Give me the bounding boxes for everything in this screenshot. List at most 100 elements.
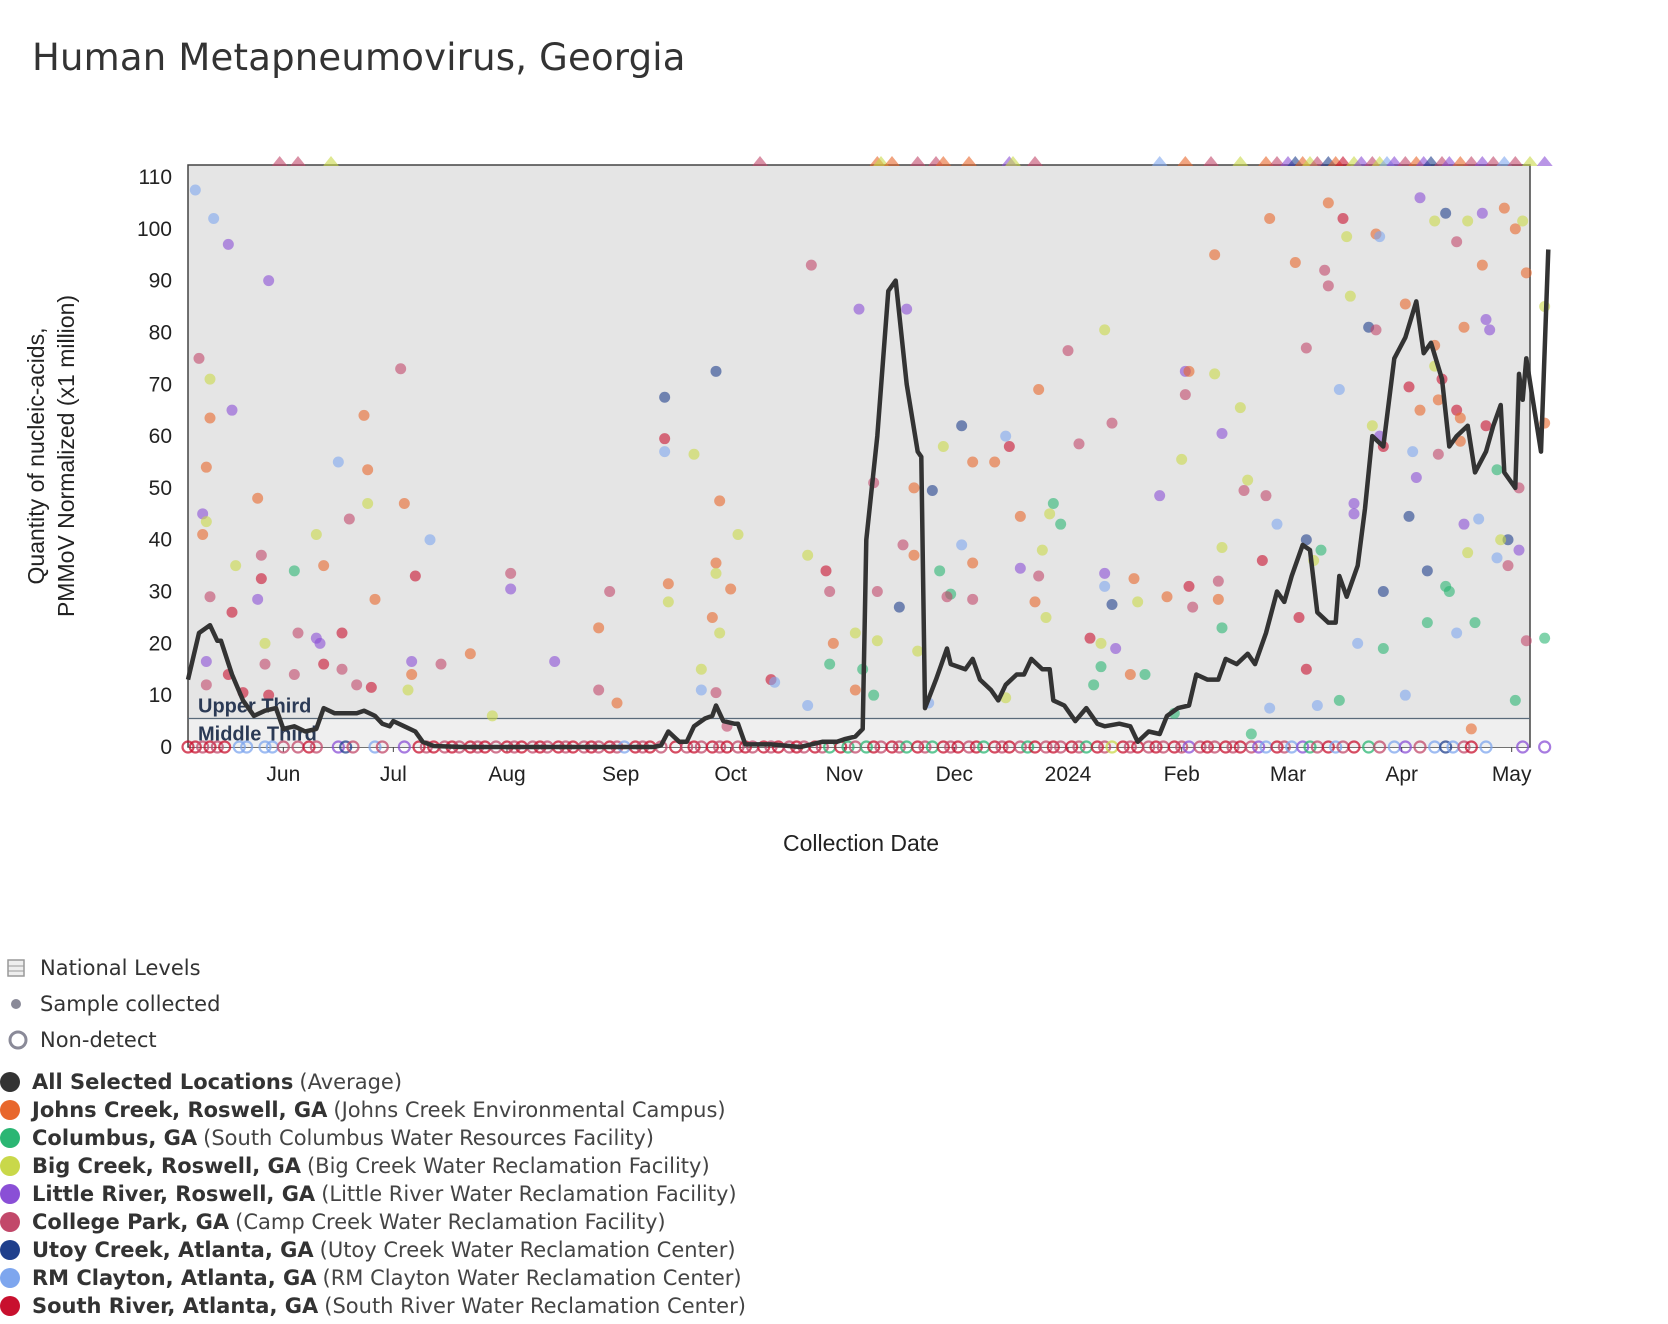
sample-point[interactable]: [1458, 321, 1470, 333]
sample-point[interactable]: [369, 593, 381, 605]
above-range-marker[interactable]: [1269, 156, 1285, 166]
sample-point[interactable]: [1337, 212, 1349, 224]
sample-point[interactable]: [1245, 728, 1257, 740]
sample-point[interactable]: [1062, 345, 1074, 357]
non-detect-point[interactable]: [936, 740, 950, 754]
sample-point[interactable]: [204, 591, 216, 603]
non-detect-point[interactable]: [1270, 740, 1284, 754]
sample-point[interactable]: [1183, 365, 1195, 377]
non-detect-point[interactable]: [1046, 740, 1060, 754]
sample-point[interactable]: [662, 578, 674, 590]
sample-point[interactable]: [710, 365, 722, 377]
non-detect-point[interactable]: [944, 740, 958, 754]
sample-point[interactable]: [1410, 472, 1422, 484]
sample-point[interactable]: [1128, 573, 1140, 585]
sample-point[interactable]: [941, 591, 953, 603]
non-detect-point[interactable]: [911, 740, 925, 754]
above-range-marker[interactable]: [1005, 156, 1021, 166]
sample-point[interactable]: [1517, 215, 1529, 227]
non-detect-point[interactable]: [240, 740, 254, 754]
sample-point[interactable]: [406, 656, 418, 667]
non-detect-point[interactable]: [397, 740, 411, 754]
sample-point[interactable]: [1044, 508, 1056, 520]
sample-point[interactable]: [314, 637, 326, 649]
above-range-marker[interactable]: [323, 156, 339, 166]
sample-point[interactable]: [1322, 280, 1334, 292]
sample-point[interactable]: [725, 583, 737, 595]
sample-point[interactable]: [710, 567, 722, 579]
legend-item-johns-creek[interactable]: Johns Creek, Roswell, GA (Johns Creek Env…: [0, 1096, 746, 1124]
sample-point[interactable]: [259, 637, 271, 649]
sample-point[interactable]: [1300, 342, 1312, 354]
non-detect-point[interactable]: [1538, 740, 1552, 754]
sample-point[interactable]: [1480, 314, 1492, 325]
sample-point[interactable]: [1238, 485, 1250, 496]
sample-point[interactable]: [464, 648, 476, 660]
non-detect-point[interactable]: [1142, 740, 1156, 754]
sample-point[interactable]: [1124, 668, 1136, 680]
sample-point[interactable]: [1106, 417, 1118, 429]
sample-point[interactable]: [1465, 723, 1477, 735]
sample-point[interactable]: [1014, 562, 1026, 574]
sample-point[interactable]: [1403, 510, 1415, 522]
sample-point[interactable]: [1399, 298, 1411, 310]
sample-point[interactable]: [1289, 257, 1301, 268]
sample-point[interactable]: [1106, 599, 1118, 610]
above-range-marker[interactable]: [909, 156, 926, 166]
sample-point[interactable]: [853, 303, 865, 315]
sample-point[interactable]: [897, 539, 909, 551]
sample-point[interactable]: [893, 601, 905, 613]
sample-point[interactable]: [871, 586, 883, 598]
sample-point[interactable]: [336, 627, 348, 639]
non-detect-point[interactable]: [1200, 740, 1214, 754]
sample-point[interactable]: [1242, 474, 1254, 486]
sample-point[interactable]: [1264, 212, 1276, 224]
non-detect-point[interactable]: [302, 740, 316, 754]
sample-point[interactable]: [395, 363, 407, 375]
non-detect-point[interactable]: [1296, 740, 1310, 754]
non-detect-point[interactable]: [962, 740, 976, 754]
non-detect-point[interactable]: [731, 740, 745, 754]
above-range-marker[interactable]: [1507, 156, 1524, 166]
sample-point[interactable]: [1502, 560, 1514, 572]
non-detect-point[interactable]: [1098, 740, 1112, 754]
sample-point[interactable]: [1040, 611, 1052, 623]
sample-point[interactable]: [292, 627, 304, 639]
sample-point[interactable]: [252, 492, 264, 504]
sample-point[interactable]: [486, 710, 498, 722]
sample-point[interactable]: [1000, 430, 1012, 442]
sample-point[interactable]: [824, 586, 836, 598]
sample-point[interactable]: [1513, 544, 1525, 556]
sample-point[interactable]: [824, 658, 836, 670]
sample-point[interactable]: [1055, 518, 1067, 530]
sample-point[interactable]: [802, 549, 814, 561]
sample-point[interactable]: [200, 461, 212, 473]
sample-point[interactable]: [956, 420, 968, 432]
non-detect-point[interactable]: [841, 740, 855, 754]
sample-point[interactable]: [1095, 637, 1107, 649]
sample-point[interactable]: [1509, 223, 1521, 235]
sample-point[interactable]: [1209, 368, 1221, 380]
non-detect-point[interactable]: [995, 740, 1009, 754]
non-detect-point[interactable]: [346, 740, 360, 754]
non-detect-point[interactable]: [1013, 740, 1027, 754]
sample-point[interactable]: [805, 259, 817, 271]
above-range-marker[interactable]: [1485, 156, 1502, 166]
non-detect-point[interactable]: [1226, 740, 1240, 754]
sample-point[interactable]: [1216, 428, 1228, 439]
legend-item-rm-clayton[interactable]: RM Clayton, Atlanta, GA (RM Clayton Water…: [0, 1264, 746, 1292]
sample-point[interactable]: [710, 687, 722, 699]
non-detect-point[interactable]: [1065, 740, 1079, 754]
sample-point[interactable]: [230, 560, 242, 572]
sample-point[interactable]: [226, 404, 238, 416]
sample-point[interactable]: [1216, 542, 1228, 553]
sample-point[interactable]: [336, 663, 348, 675]
sample-point[interactable]: [1443, 586, 1455, 598]
sample-point[interactable]: [989, 456, 1001, 468]
sample-point[interactable]: [259, 658, 271, 670]
non-detect-point[interactable]: [1252, 740, 1266, 754]
above-range-marker[interactable]: [1452, 156, 1469, 166]
sample-point[interactable]: [208, 212, 220, 224]
above-range-marker[interactable]: [1423, 156, 1439, 166]
sample-point[interactable]: [1260, 490, 1272, 502]
